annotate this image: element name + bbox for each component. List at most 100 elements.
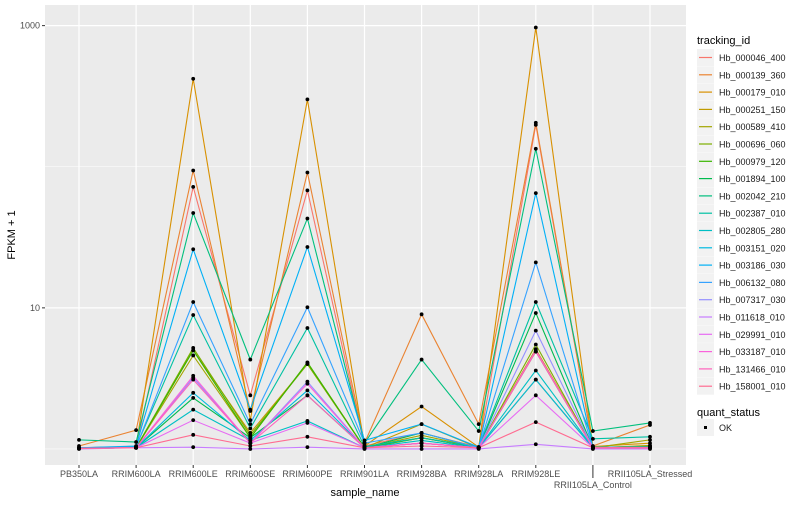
data-point — [191, 377, 196, 382]
data-point — [134, 428, 139, 433]
grid — [45, 5, 686, 465]
data-point — [362, 441, 367, 446]
data-point — [134, 445, 139, 450]
data-point — [533, 377, 538, 382]
data-point — [248, 438, 253, 443]
data-point — [191, 445, 196, 450]
x-axis: PB350LA RRIM600LA RRIM600LE RRIM600SE RRIM60… — [60, 465, 692, 490]
data-point — [305, 421, 310, 425]
data-point — [648, 445, 652, 450]
legend-label: Hb_001894_100 — [719, 174, 786, 184]
data-point — [191, 300, 196, 304]
data-point — [305, 381, 310, 386]
data-point — [419, 447, 424, 451]
data-point — [305, 305, 310, 310]
data-point — [533, 420, 538, 425]
legend-label: Hb_000046_400 — [719, 53, 786, 63]
x-axis-title: sample_name — [330, 487, 399, 499]
legend-label: Hb_002387_010 — [719, 209, 786, 219]
legend-label: Hb_011618_010 — [719, 313, 785, 323]
data-point — [533, 146, 538, 151]
data-point — [533, 349, 538, 354]
legend-label: Hb_003186_030 — [719, 261, 786, 271]
x-tick-label: RRIM600SE — [225, 469, 275, 479]
legend-label: Hb_158001_010 — [719, 382, 786, 392]
data-point — [191, 373, 196, 378]
data-point — [191, 348, 196, 353]
data-point — [362, 445, 367, 450]
data-point — [191, 390, 196, 395]
data-point — [362, 438, 367, 443]
data-point — [305, 434, 310, 439]
legend-label: Hb_002805_280 — [719, 226, 786, 236]
data-point — [648, 437, 652, 442]
data-point — [305, 445, 310, 450]
data-point — [305, 326, 310, 330]
data-point — [191, 76, 196, 81]
plot-panel — [45, 5, 686, 465]
data-point — [533, 342, 538, 347]
data-point — [191, 313, 196, 317]
data-point — [533, 25, 538, 30]
data-point — [419, 438, 424, 443]
data-point — [248, 393, 253, 398]
data-point — [248, 447, 253, 451]
x-tick-label: RRIM600LA — [112, 469, 161, 479]
legend-label: Hb_000179_010 — [719, 88, 786, 98]
shape-legend-point-icon — [704, 426, 707, 429]
data-point — [305, 388, 310, 393]
data-point — [248, 426, 253, 431]
data-point — [248, 435, 253, 440]
data-point — [305, 188, 310, 193]
legend-label: Hb_006132_080 — [719, 278, 786, 288]
x-tick-label: RRIM600LE — [169, 469, 218, 479]
data-point — [419, 357, 424, 362]
data-point — [591, 436, 595, 441]
data-point — [419, 441, 424, 446]
data-point — [648, 421, 652, 425]
data-point — [305, 393, 310, 398]
data-point — [533, 191, 538, 196]
data-point — [476, 429, 481, 433]
data-point — [419, 435, 424, 440]
legend: tracking_id Hb_000046_400 Hb_000139_360 Hb… — [697, 35, 786, 436]
data-point — [533, 393, 538, 398]
x-tick-label: RRIM928LE — [511, 469, 560, 479]
data-point — [305, 245, 310, 249]
data-point — [191, 407, 196, 412]
x-tick-label: RRIM928BA — [397, 469, 447, 479]
data-point — [419, 444, 424, 448]
legend-label: Hb_002042_210 — [719, 191, 786, 201]
data-point — [191, 247, 196, 252]
x-tick-label: RRIM600PE — [282, 469, 332, 479]
data-point — [648, 434, 652, 439]
data-point — [305, 360, 310, 365]
data-point — [591, 445, 595, 450]
data-point — [305, 170, 310, 175]
x-tick-label: PB350LA — [60, 469, 98, 479]
shape-legend-label: OK — [719, 423, 732, 433]
legend-label: Hb_131466_010 — [719, 364, 786, 374]
data-point — [419, 312, 424, 317]
x-tick-label: RRIM901LA — [340, 469, 389, 479]
data-point — [305, 216, 310, 221]
data-point — [77, 446, 81, 451]
data-point — [134, 440, 139, 444]
legend-label: Hb_003151_020 — [719, 243, 786, 253]
x-tick-label: RRII105LA_Stressed — [608, 469, 693, 479]
data-point — [248, 422, 253, 427]
data-point — [191, 432, 196, 437]
data-point — [533, 328, 538, 333]
data-point — [191, 353, 196, 358]
data-point — [533, 368, 538, 373]
data-point — [248, 357, 253, 362]
legend-title: tracking_id — [697, 35, 750, 47]
data-point — [191, 418, 196, 423]
x-tick-label: RRII105LA_Control — [554, 480, 632, 490]
y-axis: 10 1000 — [20, 21, 45, 313]
data-point — [533, 260, 538, 265]
data-point — [191, 211, 196, 215]
data-point — [533, 311, 538, 315]
data-point — [419, 422, 424, 427]
